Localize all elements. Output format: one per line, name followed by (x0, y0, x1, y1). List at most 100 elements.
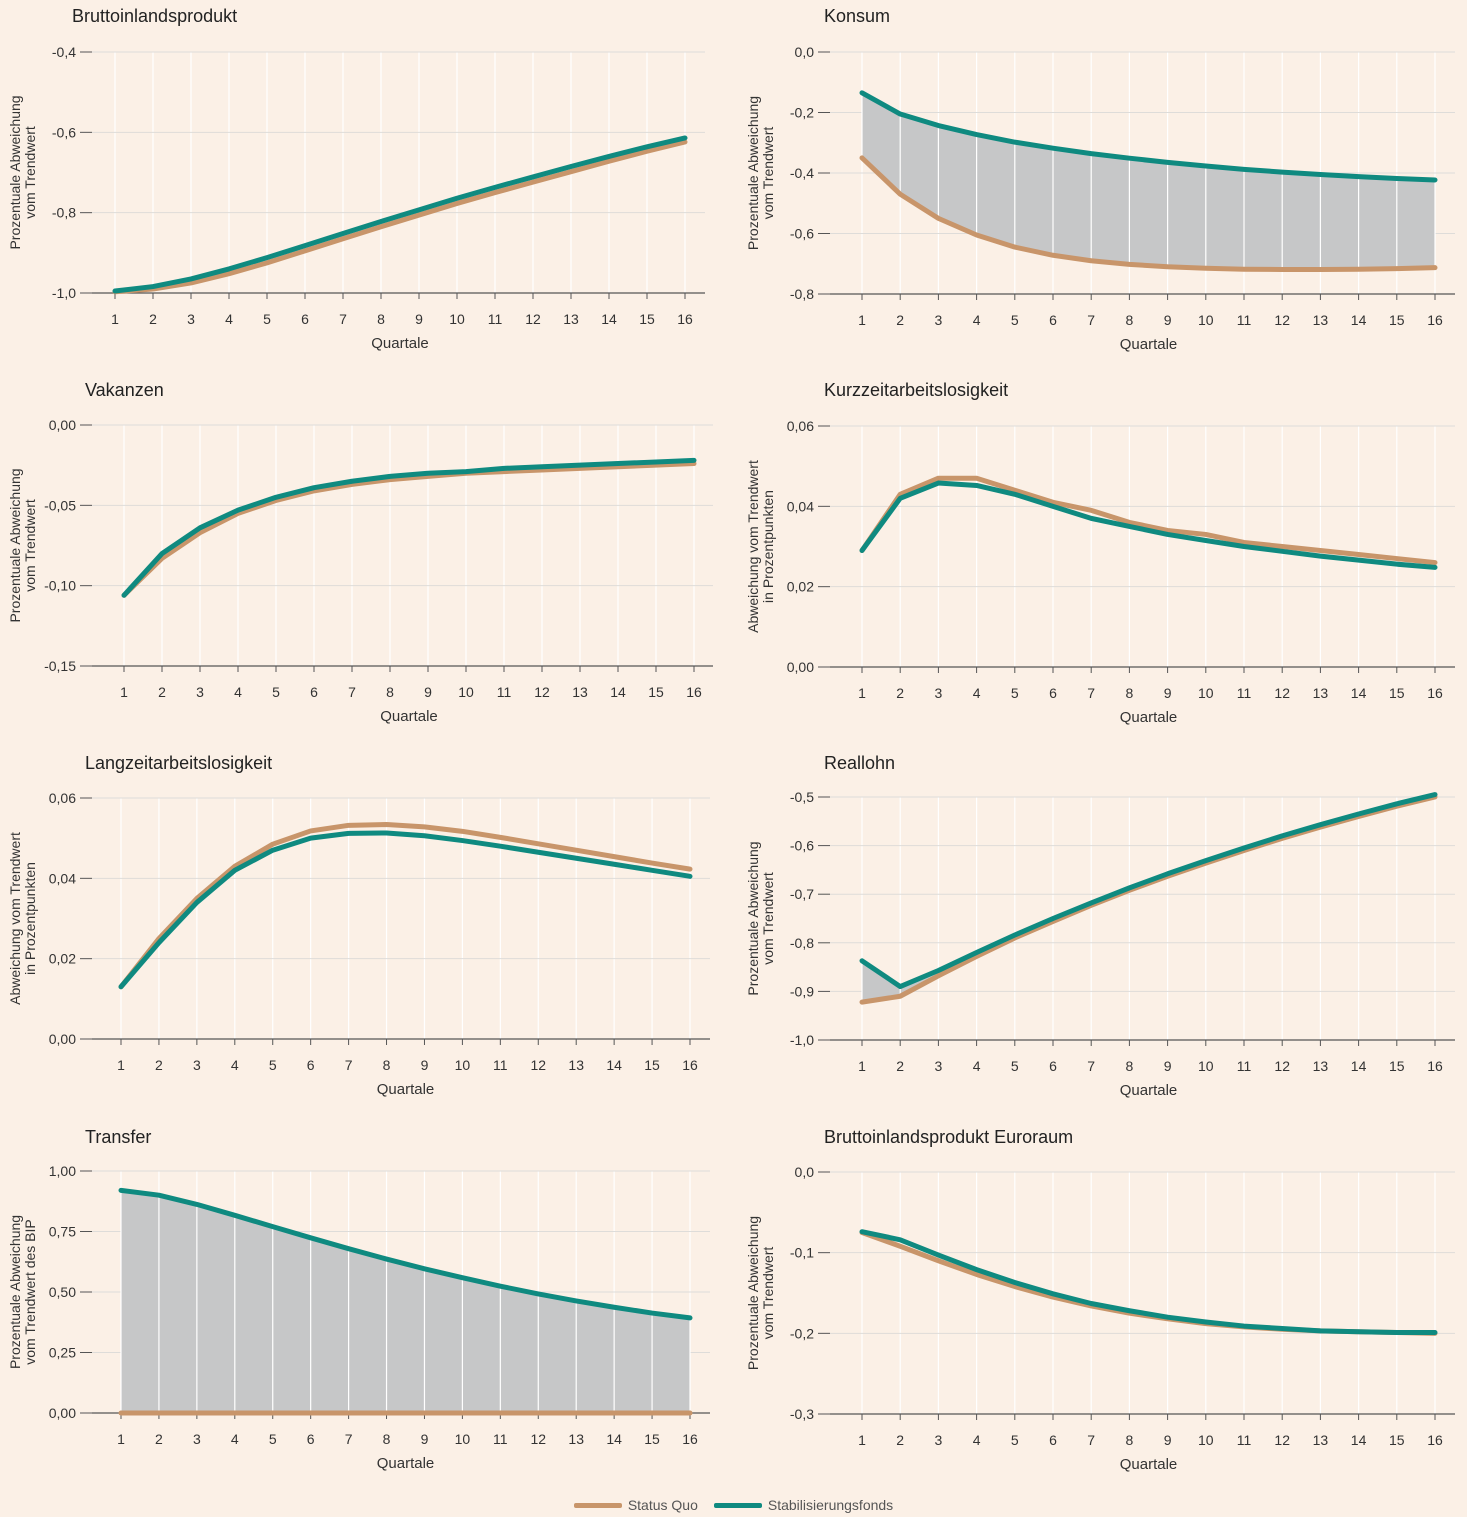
y-tick-label: -0,8 (790, 935, 814, 951)
y-tick-label: -0,7 (790, 886, 814, 902)
y-tick-label: 0,00 (49, 417, 76, 433)
series-line-stabilisierungsfonds (859, 1229, 1438, 1336)
x-axis-title: Quartale (1120, 1456, 1178, 1473)
y-tick-label: -0,1 (790, 1245, 814, 1261)
chart-title: Bruttoinlandsprodukt Euroraum (824, 1127, 1073, 1147)
fill-between-area (121, 1190, 690, 1413)
x-tick-label: 4 (973, 1432, 981, 1448)
legend-swatch-status-quo (573, 1502, 622, 1508)
x-axis-title: Quartale (371, 335, 429, 352)
x-axis-title: Quartale (377, 1081, 435, 1098)
x-tick-label: 12 (534, 684, 550, 700)
x-tick-label: 8 (383, 1057, 391, 1073)
y-axis-title-line: vom Trendwert (760, 1247, 776, 1340)
x-tick-label: 8 (1126, 1432, 1134, 1448)
y-axis-title-line: Abweichung vom Trendwert (7, 832, 23, 1005)
y-tick-label: 0,00 (49, 1405, 76, 1421)
x-tick-label: 15 (639, 311, 655, 327)
x-tick-label: 2 (155, 1057, 163, 1073)
x-tick-label: 2 (896, 312, 904, 328)
chart-title: Kurzzeitarbeitslosigkeit (824, 380, 1008, 400)
x-tick-label: 7 (339, 311, 347, 327)
x-tick-label: 16 (686, 684, 702, 700)
x-tick-label: 13 (1313, 1432, 1329, 1448)
x-tick-label: 5 (1011, 1432, 1019, 1448)
x-tick-label: 8 (383, 1431, 391, 1447)
x-tick-label: 14 (610, 684, 626, 700)
x-tick-label: 7 (348, 684, 356, 700)
chart-5: 0,000,020,040,061 2 3 4 5 6 7 8 9 10 11 12 13 14 15 16Q… (7, 753, 710, 1098)
series-line-stabilisierungsfonds (121, 457, 697, 598)
x-tick-label: 9 (424, 684, 432, 700)
x-tick-label: 12 (1274, 312, 1290, 328)
x-tick-label: 9 (1164, 1432, 1172, 1448)
legend-item-status-quo: Status Quo (573, 1497, 698, 1513)
x-tick-label: 2 (158, 684, 166, 700)
y-axis-title-line: Prozentuale Abweichung (7, 468, 23, 622)
y-tick-label: -0,8 (790, 286, 814, 302)
x-tick-label: 4 (225, 311, 233, 327)
x-tick-label: 15 (1389, 1058, 1405, 1074)
x-tick-label: 3 (935, 685, 943, 701)
x-tick-label: 7 (345, 1431, 353, 1447)
x-tick-label: 1 (111, 311, 119, 327)
x-tick-label: 14 (1351, 1058, 1367, 1074)
x-tick-label: 14 (606, 1057, 622, 1073)
y-axis-title-line: Prozentuale Abweichung (7, 95, 23, 249)
chart-title: Reallohn (824, 753, 895, 773)
chart-4: 0,000,020,040,061 2 3 4 5 6 7 8 9 10 11 12 13 14 15 16Q… (745, 380, 1455, 726)
x-tick-label: 1 (117, 1431, 125, 1447)
x-tick-label: 13 (1313, 312, 1329, 328)
x-tick-label: 9 (1164, 1058, 1172, 1074)
x-tick-label: 13 (568, 1057, 584, 1073)
x-tick-label: 11 (1237, 1058, 1252, 1074)
y-tick-label: -0,6 (52, 124, 76, 140)
x-tick-label: 11 (497, 684, 512, 700)
x-tick-label: 12 (525, 311, 541, 327)
x-tick-label: 1 (120, 684, 128, 700)
y-axis-title: Prozentuale Abweichungvom Trendwert (7, 468, 38, 622)
x-tick-label: 5 (263, 311, 271, 327)
x-tick-label: 1 (858, 685, 866, 701)
y-tick-label: -0,6 (790, 226, 814, 242)
x-tick-label: 14 (1351, 685, 1367, 701)
x-tick-label: 11 (488, 311, 503, 327)
legend-swatch-stabilisierungsfonds (713, 1502, 762, 1508)
series-line-status-quo (859, 475, 1438, 566)
x-tick-label: 11 (1237, 1432, 1252, 1448)
chart-title: Transfer (85, 1127, 151, 1147)
x-tick-label: 14 (601, 311, 617, 327)
x-tick-label: 5 (269, 1057, 277, 1073)
x-tick-label: 5 (272, 684, 280, 700)
x-tick-label: 2 (896, 685, 904, 701)
y-tick-label: 0,25 (49, 1345, 76, 1361)
x-axis-title: Quartale (1120, 709, 1178, 726)
y-tick-label: 0,00 (787, 659, 814, 675)
x-tick-label: 8 (1126, 312, 1134, 328)
y-axis-title-line: in Prozentpunkten (760, 490, 776, 603)
x-tick-label: 16 (677, 311, 693, 327)
chart-title: Konsum (824, 6, 890, 26)
x-tick-label: 10 (1198, 1432, 1214, 1448)
x-tick-label: 9 (421, 1057, 429, 1073)
y-tick-label: 0,00 (49, 1031, 76, 1047)
y-axis-title: Prozentuale Abweichungvom Trendwert (7, 95, 38, 249)
x-tick-label: 7 (1087, 1432, 1095, 1448)
x-axis-title: Quartale (377, 1455, 435, 1472)
chart-3: -0,15-0,10-0,050,001 2 3 4 5 6 7 8 9 10 11 12 13 14 15… (7, 380, 713, 725)
y-tick-label: 0,02 (787, 579, 814, 595)
x-tick-label: 16 (682, 1431, 698, 1447)
legend: Status Quo Stabilisierungsfonds (0, 1494, 1467, 1516)
y-axis-title-line: Abweichung vom Trendwert (745, 460, 761, 633)
y-tick-label: 0,04 (49, 870, 76, 886)
y-tick-label: -0,8 (52, 205, 76, 221)
y-axis-title: Prozentuale Abweichungvom Trendwert des … (7, 1215, 38, 1369)
legend-item-stabilisierungsfonds: Stabilisierungsfonds (713, 1497, 893, 1513)
x-tick-label: 1 (858, 1432, 866, 1448)
x-tick-label: 10 (1198, 685, 1214, 701)
y-tick-label: 1,00 (49, 1163, 76, 1179)
x-tick-label: 16 (1427, 1058, 1443, 1074)
y-tick-label: -0,4 (52, 44, 76, 60)
y-axis-title: Abweichung vom Trendwertin Prozentpunkte… (745, 460, 776, 633)
